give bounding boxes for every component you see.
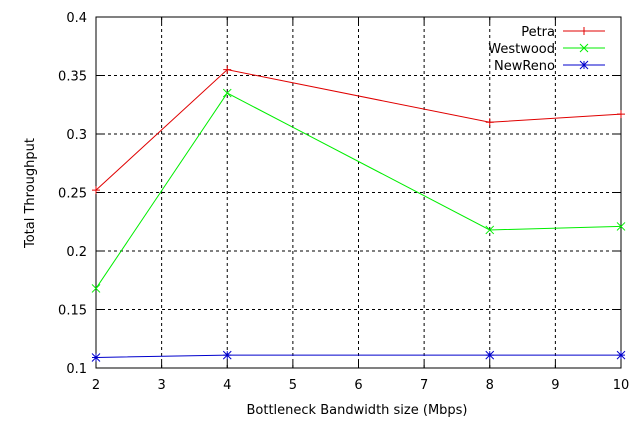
x-tick-label: 8 xyxy=(486,378,494,393)
legend-marker xyxy=(579,43,589,53)
x-tick-label: 10 xyxy=(613,378,630,393)
series-line xyxy=(95,354,621,358)
legend-label: Petra xyxy=(521,25,555,40)
data-point xyxy=(616,350,626,360)
y-tick-label: 0.35 xyxy=(58,70,87,85)
series-group xyxy=(91,65,626,362)
y-tick-label: 0.25 xyxy=(58,187,87,202)
data-point xyxy=(91,353,101,362)
x-axis-label: Bottleneck Bandwidth size (Mbps) xyxy=(246,403,467,418)
data-point xyxy=(617,110,625,119)
legend-marker xyxy=(580,27,588,35)
series-line xyxy=(95,92,622,289)
y-axis-label: Total Throughput xyxy=(23,138,38,249)
y-tick-label: 0.1 xyxy=(66,362,87,377)
x-axis: 2 3 4 5 6 7 8 9 10 xyxy=(92,17,629,393)
y-tick-label: 0.4 xyxy=(66,11,87,26)
legend-label: Westwood xyxy=(488,42,555,57)
x-tick-label: 9 xyxy=(551,378,559,393)
data-point xyxy=(223,65,232,74)
legend-label: NewReno xyxy=(494,59,555,74)
data-point xyxy=(222,350,232,360)
y-axis: 0.1 0.15 0.2 0.25 0.3 0.35 0.4 xyxy=(58,11,621,377)
y-tick-label: 0.3 xyxy=(66,128,87,143)
y-tick-label: 0.2 xyxy=(66,245,87,260)
legend-marker xyxy=(579,60,589,70)
series-line xyxy=(95,69,622,191)
x-tick-label: 2 xyxy=(92,378,100,393)
grid-lines xyxy=(96,17,621,368)
data-point xyxy=(485,350,495,360)
data-point xyxy=(91,284,101,293)
series-newreno xyxy=(91,350,626,362)
data-point xyxy=(92,186,100,195)
x-tick-label: 7 xyxy=(420,378,428,393)
data-point xyxy=(616,222,626,231)
x-tick-label: 6 xyxy=(354,378,362,393)
series-westwood xyxy=(91,88,626,293)
data-point xyxy=(485,118,494,127)
series-petra xyxy=(92,65,625,195)
legend: Petra Westwood NewReno xyxy=(488,25,605,74)
x-tick-label: 5 xyxy=(289,378,297,393)
data-point xyxy=(222,88,232,98)
data-point xyxy=(485,225,495,235)
x-tick-label: 3 xyxy=(157,378,165,393)
y-tick-label: 0.15 xyxy=(58,304,87,319)
x-tick-label: 4 xyxy=(223,378,231,393)
